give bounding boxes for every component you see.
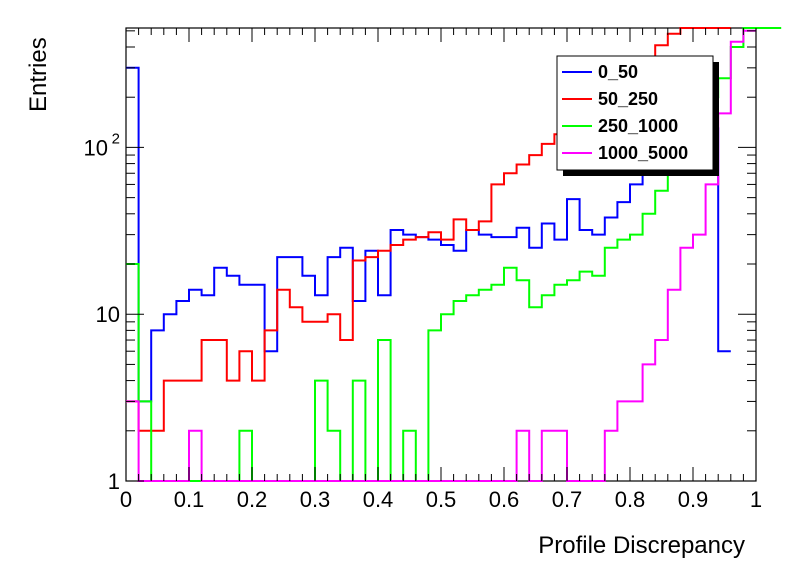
legend-box bbox=[556, 55, 714, 171]
legend-label-50_250: 50_250 bbox=[598, 89, 658, 109]
x-tick-label: 0.5 bbox=[426, 487, 457, 512]
x-tick-label: 0.8 bbox=[615, 487, 646, 512]
y-tick-label: 10 bbox=[96, 302, 120, 327]
x-tick-label: 0.7 bbox=[552, 487, 583, 512]
x-tick-label: 0.1 bbox=[174, 487, 205, 512]
x-tick-label: 0.2 bbox=[237, 487, 268, 512]
legend-label-0_50: 0_50 bbox=[598, 62, 638, 82]
y-tick-label: 1 bbox=[108, 469, 120, 494]
x-tick-label: 1 bbox=[750, 487, 762, 512]
legend: 0_50 50_250 250_1000 1000_5000 bbox=[556, 55, 719, 176]
x-tick-label: 0.9 bbox=[678, 487, 709, 512]
series-0_50 bbox=[126, 66, 731, 403]
x-tick-label: 0 bbox=[120, 487, 132, 512]
x-tick-label: 0.3 bbox=[300, 487, 331, 512]
legend-entries: 0_50 50_250 250_1000 1000_5000 bbox=[562, 62, 688, 163]
x-tick-label: 0.4 bbox=[363, 487, 394, 512]
x-axis-ticks: 0 0.1 0.2 0.3 0.4 0.5 0.6 0.7 0.8 0.9 1 bbox=[120, 28, 762, 512]
legend-label-1000_5000: 1000_5000 bbox=[598, 143, 688, 163]
legend-label-250_1000: 250_1000 bbox=[598, 116, 678, 136]
y-tick-exponent: 2 bbox=[112, 130, 120, 147]
x-tick-label: 0.6 bbox=[489, 487, 520, 512]
x-axis-title: Profile Discrepancy bbox=[538, 532, 745, 559]
y-axis-title: Entries bbox=[25, 37, 52, 112]
y-tick-label: 10 bbox=[84, 135, 108, 160]
